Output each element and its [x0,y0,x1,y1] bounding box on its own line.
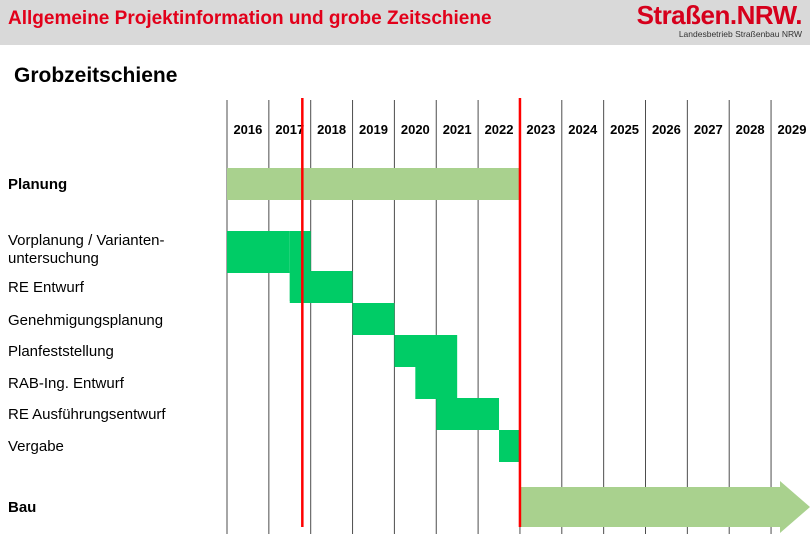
year-label: 2023 [526,122,555,137]
year-label: 2022 [485,122,514,137]
year-label: 2027 [694,122,723,137]
task-bar [415,367,458,399]
year-label: 2017 [275,122,304,137]
year-label: 2020 [401,122,430,137]
year-label: 2025 [610,122,639,137]
year-label: 2021 [443,122,472,137]
section-title: Grobzeitschiene [14,64,178,87]
task-bar [394,335,458,367]
task-bar [436,398,500,430]
row-label: RE Entwurf [8,279,84,296]
year-label: 2019 [359,122,388,137]
planung-summary-bar [227,168,520,200]
row-label: Vorplanung / Varianten-untersuchung [8,232,165,267]
year-label: 2024 [568,122,598,137]
task-bar [499,430,520,462]
task-bar [289,271,353,303]
row-label: Genehmigungsplanung [8,312,164,329]
header-bar: Allgemeine Projektinformation und grobe … [0,0,810,45]
year-label: 2028 [736,122,765,137]
strassen-nrw-logo: Straßen.NRW. Landesbetrieb Straßenbau NR… [637,0,803,41]
row-label: Planung [8,176,68,193]
task-bar [352,303,395,335]
logo-wordmark: Straßen.NRW. [636,0,803,30]
row-label: Planfeststellung [8,343,114,360]
year-label: 2016 [233,122,262,137]
bau-arrow-bar [519,481,810,533]
task-bar [227,231,290,273]
logo-subtitle: Landesbetrieb Straßenbau NRW [678,29,802,39]
row-label: RAB-Ing. Entwurf [8,375,124,392]
row-label: Vergabe [8,438,64,455]
year-label: 2029 [778,122,807,137]
row-label: RE Ausführungsentwurf [8,406,166,423]
year-label: 2018 [317,122,346,137]
page-title: Allgemeine Projektinformation und grobe … [8,8,492,29]
row-label: Bau [8,499,37,516]
year-label: 2026 [652,122,681,137]
